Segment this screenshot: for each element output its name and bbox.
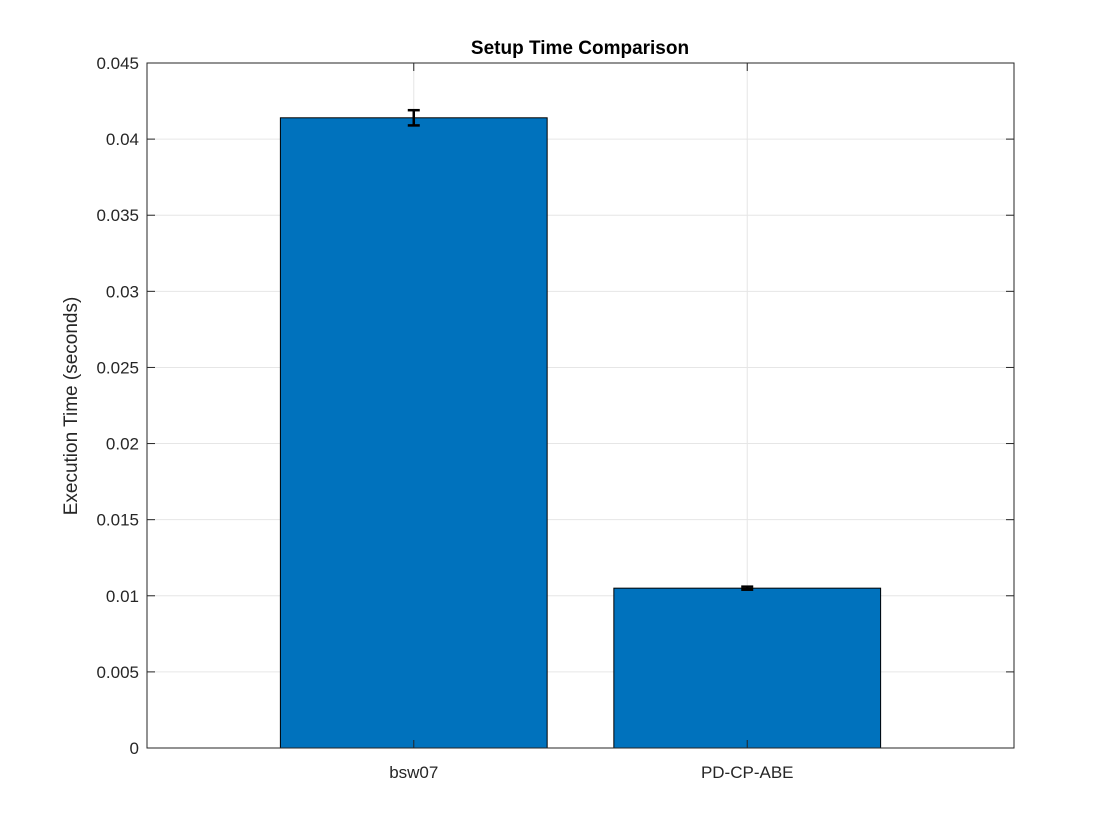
y-tick-label: 0.035: [96, 206, 139, 225]
bar-PD-CP-ABE: [613, 587, 882, 749]
axes-box: [146, 62, 1015, 749]
bar-bsw07: [279, 117, 548, 749]
y-tick-label: 0.045: [96, 54, 139, 73]
y-tick-label: 0.04: [106, 130, 139, 149]
x-tick-label: bsw07: [389, 763, 438, 782]
y-tick-label: 0.025: [96, 358, 139, 377]
chart-title: Setup Time Comparison: [471, 38, 689, 59]
y-axis-label: Execution Time (seconds): [61, 297, 82, 516]
plot-area: 0 0.005 0.01 0.015 0.02 0.025 0.03 0.035 0.04 0.0…: [96, 54, 1015, 782]
x-tick-label: PD-CP-ABE: [701, 763, 794, 782]
y-tick-label: 0.03: [106, 282, 139, 301]
y-tick-label: 0: [130, 739, 139, 758]
axes-background: [147, 63, 1014, 748]
y-tick-label: 0.01: [106, 587, 139, 606]
y-tick-label: 0.005: [96, 663, 139, 682]
y-tick-label: 0.015: [96, 511, 139, 530]
y-tick-label: 0.02: [106, 435, 139, 454]
